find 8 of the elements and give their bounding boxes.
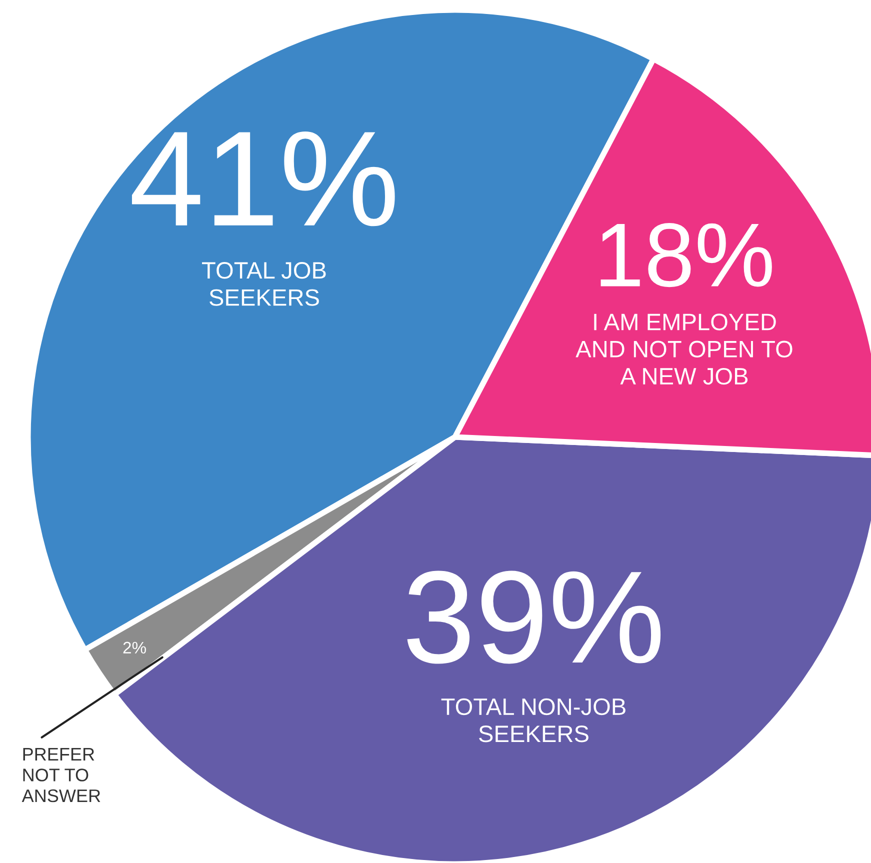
slice-label: TOTAL NON-JOB SEEKERS <box>441 698 626 742</box>
data-label: 2% <box>123 642 146 654</box>
slice-label: TOTAL JOB SEEKERS <box>202 262 326 306</box>
slice-label: PREFER NOT TO ANSWER <box>22 748 100 802</box>
data-label: 18% <box>600 223 772 288</box>
slice-label: I AM EMPLOYED AND NOT OPEN TO A NEW JOB <box>576 314 792 385</box>
data-label: 41% <box>132 131 395 226</box>
data-label: 39% <box>407 570 661 664</box>
